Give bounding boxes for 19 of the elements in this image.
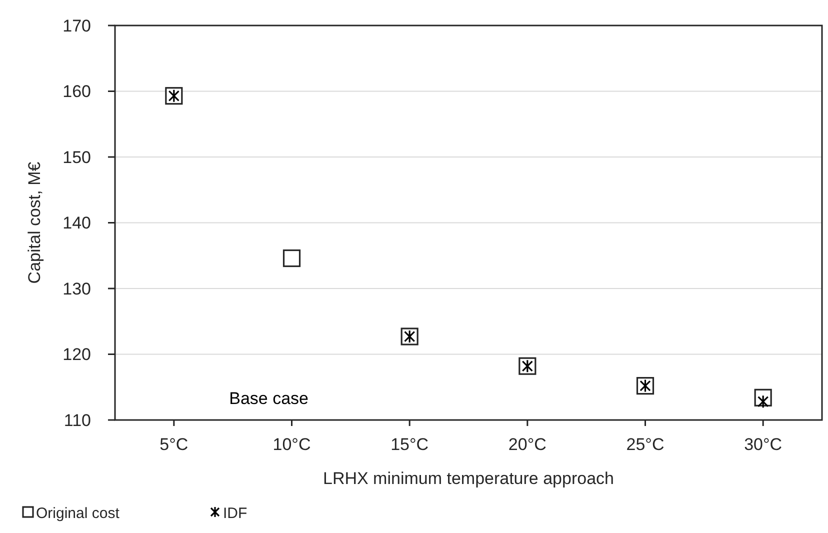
y-tick-label: 120 — [62, 345, 91, 364]
y-tick-label: 150 — [62, 148, 91, 167]
y-tick-label: 170 — [62, 16, 91, 36]
x-tick-label: 25°C — [626, 435, 664, 454]
x-tick-label: 10°C — [272, 435, 311, 454]
x-tick-label: 15°C — [390, 435, 429, 454]
x-tick-label: 5°C — [160, 435, 188, 454]
legend-label: Original cost — [36, 505, 120, 522]
y-tick-label: 140 — [62, 214, 91, 233]
y-axis-title: Capital cost, M€ — [25, 161, 44, 284]
legend-label: IDF — [223, 505, 248, 522]
y-tick-label: 130 — [62, 279, 91, 298]
annotation: Base case — [229, 388, 309, 408]
x-tick-label: 20°C — [508, 435, 546, 454]
point — [282, 249, 301, 268]
y-tick-label: 160 — [62, 82, 91, 102]
x-axis-title: LRHX minimum temperature approach — [322, 469, 614, 488]
y-tick-label: 110 — [64, 410, 91, 430]
x-tick-label: 30°C — [744, 435, 782, 454]
